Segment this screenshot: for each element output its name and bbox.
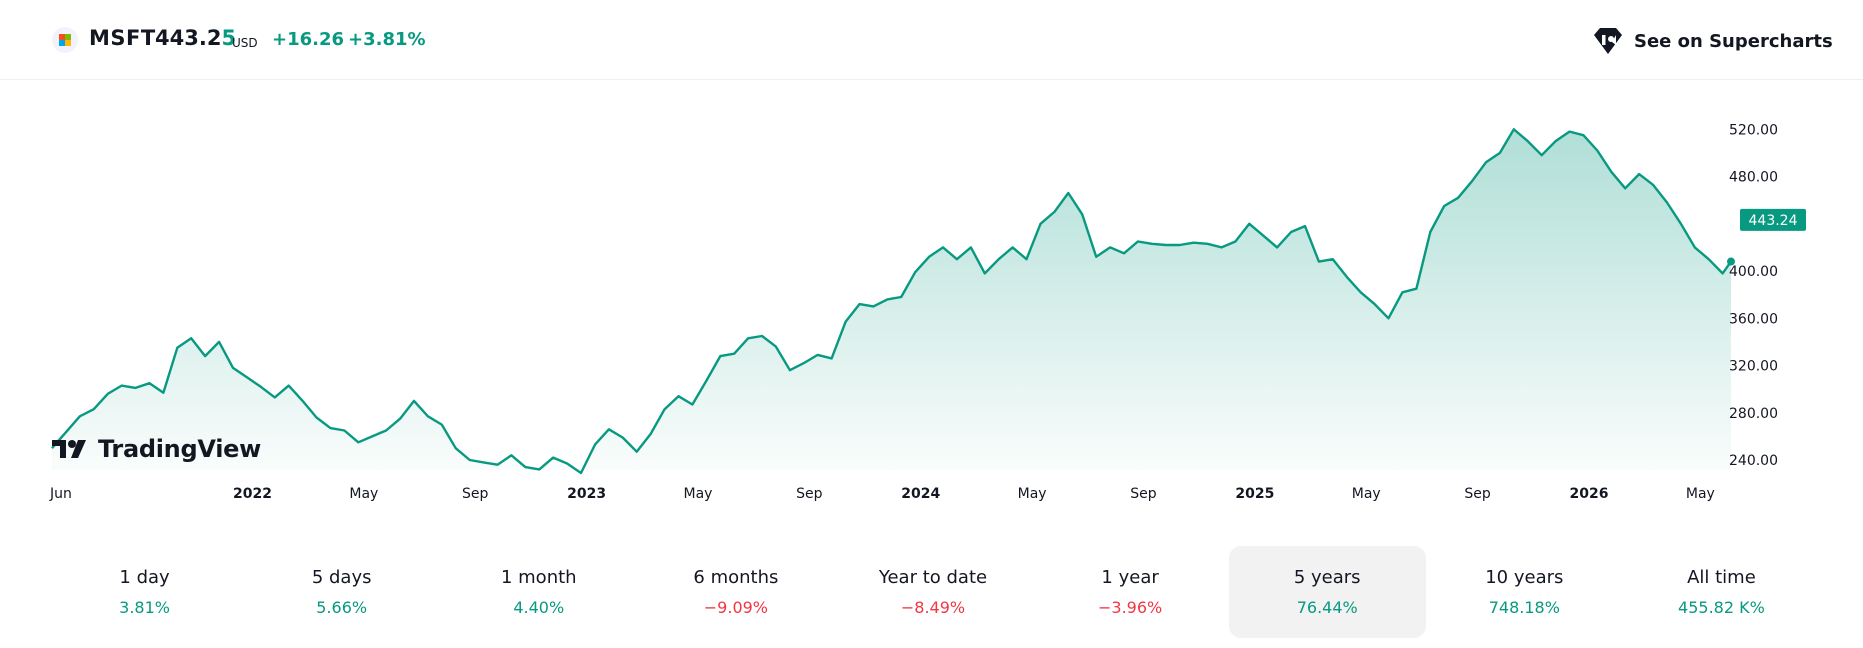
x-tick-label: May [349,486,378,502]
period-value: 5.66% [316,598,368,617]
last-value-label: 443.24 [1749,213,1798,229]
period-1-month[interactable]: 1 month 4.40% [440,546,637,638]
x-tick-label: 2024 [901,486,940,502]
period-value: 3.81% [119,598,170,617]
y-tick-label: 400.00 [1729,264,1778,280]
y-tick-label: 520.00 [1729,122,1778,138]
x-tick-label: 2023 [567,486,606,502]
price-line [51,128,1732,475]
period-5-days[interactable]: 5 days 5.66% [243,546,440,638]
period-value: −8.49% [900,598,966,617]
performance-periods: 1 day 3.81% 5 days 5.66% 1 month 4.40% 6… [46,546,1820,638]
currency-label: USD [232,36,258,50]
period-value: 748.18% [1488,598,1560,617]
y-tick-label: 480.00 [1729,170,1778,186]
x-tick-label: Jun [49,486,72,502]
period-1-day[interactable]: 1 day 3.81% [46,546,243,638]
last-point-marker [1727,257,1735,266]
microsoft-logo-icon [52,27,78,53]
period-value: −9.09% [703,598,768,617]
symbol-ticker[interactable]: MSFT [89,26,156,50]
period-1-year[interactable]: 1 year −3.96% [1032,546,1229,638]
period-label: 1 year [1101,567,1159,588]
period-value: 4.40% [513,598,565,617]
last-value-badge [1740,208,1806,231]
x-tick-label: 2022 [233,486,272,502]
y-tick-label: 280.00 [1729,406,1778,422]
price-area-fill [52,129,1731,474]
period-10-years[interactable]: 10 years 748.18% [1426,546,1623,638]
period-label: 6 months [693,567,779,588]
period-label: 1 month [500,567,577,588]
y-tick-label: 360.00 [1729,311,1778,327]
period-value: 455.82 K% [1678,598,1765,617]
x-tick-label: 2026 [1570,486,1609,502]
see-on-supercharts-link[interactable]: See on Supercharts [1592,26,1833,56]
x-tick-label: Sep [1130,486,1157,502]
period-label: 5 years [1293,567,1361,588]
period-value: −3.96% [1097,598,1163,617]
period-5-years[interactable]: 5 years 76.44% [1228,546,1426,638]
x-tick-label: May [1018,486,1047,502]
tradingview-label: TradingView [98,435,261,463]
period-label: 5 days [311,567,372,588]
x-tick-label: May [1686,486,1715,502]
x-tick-label: May [684,486,713,502]
x-tick-label: 2025 [1235,486,1274,502]
chart-header: MSFT 443.25 USD +16.26 +3.81% See on Sup… [0,0,1863,80]
supercharts-label: See on Supercharts [1634,30,1833,52]
x-tick-label: Sep [1464,486,1491,502]
tradingview-logo-icon [52,440,86,458]
y-tick-label: 240.00 [1729,453,1778,469]
x-tick-label: Sep [462,486,489,502]
period-label: 1 day [119,567,170,588]
price-main: 443.2 [155,26,222,50]
period-all-time[interactable]: All time 455.82 K% [1623,546,1820,638]
last-price: 443.25 [155,26,236,50]
period-label: Year to date [878,567,988,588]
period-6-months[interactable]: 6 months −9.09% [637,546,834,638]
tradingview-diamond-icon [1594,28,1622,54]
period-value: 76.44% [1296,598,1358,617]
price-chart[interactable]: 240.00 280.00 320.00 360.00 400.00 480.00 520.… [0,80,1863,510]
x-tick-label: Sep [796,486,823,502]
price-last-digit: 5 [221,26,237,50]
price-change-percent: +3.81% [348,29,426,50]
period-year-to-date[interactable]: Year to date −8.49% [834,546,1031,638]
period-label: All time [1687,567,1756,588]
tradingview-watermark: TradingView [52,435,261,463]
y-tick-label: 320.00 [1729,359,1778,375]
x-tick-label: May [1352,486,1381,502]
price-change: +16.26 [272,29,345,50]
period-label: 10 years [1485,567,1564,588]
